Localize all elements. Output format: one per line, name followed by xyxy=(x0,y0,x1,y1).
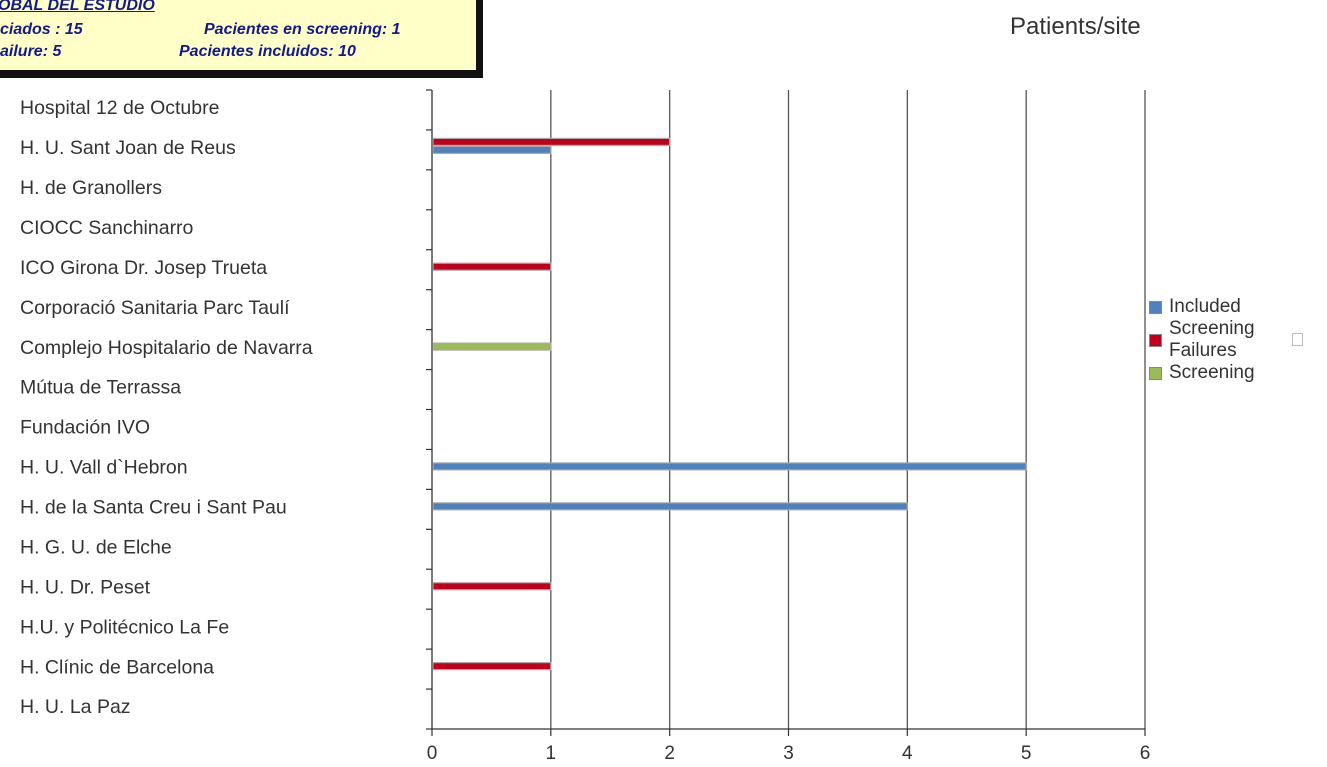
legend-item-screening: Screening xyxy=(1147,362,1274,384)
category-label: ICO Girona Dr. Josep Trueta xyxy=(20,257,267,279)
x-tick-label: 1 xyxy=(546,743,557,764)
missing-glyph-box-icon xyxy=(1292,333,1303,346)
study-summary-box: OBAL DEL ESTUDIO ciados : 15 Pacientes e… xyxy=(0,0,478,72)
bar-screening-failures xyxy=(432,661,552,671)
category-label: H. U. Vall d`Hebron xyxy=(20,457,188,479)
legend-swatch-screening-failures xyxy=(1149,334,1162,347)
category-label: H.U. y Politécnico La Fe xyxy=(20,616,229,638)
category-label: CIOCC Sanchinarro xyxy=(20,217,194,239)
legend-label-included: Included xyxy=(1169,296,1241,317)
legend-item-screening-failures: Screening Failures xyxy=(1147,318,1274,362)
category-label: H. de la Santa Creu i Sant Pau xyxy=(20,497,287,519)
bar-screening xyxy=(432,342,552,351)
bar-included xyxy=(432,462,1027,471)
bar-screening-failures xyxy=(432,137,671,147)
category-label: Fundación IVO xyxy=(20,417,150,439)
legend-label-screening: Screening xyxy=(1169,362,1255,383)
bar-screening-failures xyxy=(432,262,552,271)
category-label: Complejo Hospitalario de Navarra xyxy=(20,337,313,359)
legend-label-failures-line2: Failures xyxy=(1169,340,1237,361)
legend-label-screening-failures: Screening Failures xyxy=(1169,318,1255,362)
category-label: Hospital 12 de Octubre xyxy=(20,97,219,119)
legend-item-included: Included xyxy=(1147,296,1274,318)
category-label: H. de Granollers xyxy=(20,177,162,199)
category-label: H. U. Dr. Peset xyxy=(20,576,151,598)
x-tick-label: 2 xyxy=(664,743,675,764)
bar-included xyxy=(432,145,552,155)
summary-failure: ailure: 5 xyxy=(0,43,62,60)
category-label: H. U. Sant Joan de Reus xyxy=(20,137,236,159)
chart-legend: Included Screening Failures Screening xyxy=(1147,296,1274,384)
x-tick-label: 3 xyxy=(783,743,794,764)
category-label: H. G. U. de Elche xyxy=(20,536,172,558)
category-label: Mútua de Terrassa xyxy=(20,377,181,399)
legend-label-failures-line1: Screening xyxy=(1169,318,1255,339)
legend-swatch-included xyxy=(1149,301,1162,314)
x-tick-label: 6 xyxy=(1140,743,1151,764)
x-tick-label: 4 xyxy=(902,743,913,764)
summary-incluidos: Pacientes incluidos: 10 xyxy=(179,43,356,60)
category-label: H. Clínic de Barcelona xyxy=(20,656,214,678)
chart-title: Patients/site xyxy=(1010,13,1141,40)
x-tick-label: 5 xyxy=(1021,743,1032,764)
summary-iniciados: ciados : 15 xyxy=(0,21,83,38)
x-tick-label: 0 xyxy=(427,743,438,764)
summary-screening: Pacientes en screening: 1 xyxy=(204,21,401,38)
bar-included xyxy=(432,502,908,511)
category-label: Corporació Sanitaria Parc Taulí xyxy=(20,297,290,319)
category-label: H. U. La Paz xyxy=(20,696,131,718)
legend-swatch-screening xyxy=(1149,367,1162,380)
bar-screening-failures xyxy=(432,582,552,591)
summary-heading: OBAL DEL ESTUDIO xyxy=(0,0,155,14)
